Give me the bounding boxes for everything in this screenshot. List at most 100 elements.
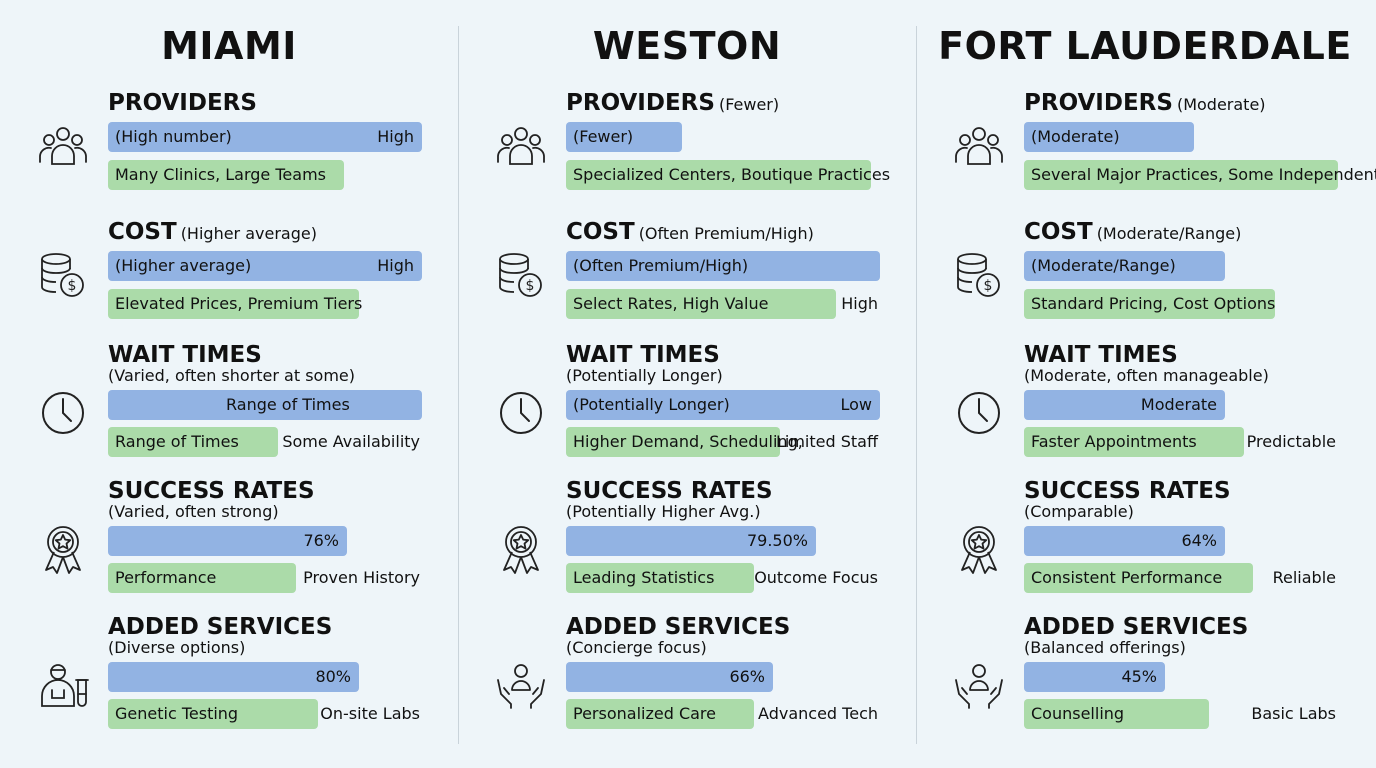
blue-bar-value: Low [840,395,872,414]
section-title: WAIT TIMES [566,342,720,368]
blue-bar-value: High [377,256,414,275]
metric-section: ADDED SERVICES (Diverse options) 80% Geneti… [0,614,458,750]
blue-bar: 80% [108,662,359,692]
section-title-text: ADDED SERVICES [108,614,333,640]
green-bar-label: Leading Statistics [573,568,715,587]
blue-bar-value: 80% [315,667,351,686]
blue-bar: (Potentially Longer) Low [566,390,880,420]
section-title-text: PROVIDERS [108,90,257,116]
blue-bar: (Moderate/Range) [1024,251,1225,281]
outside-label: On-site Labs [320,704,420,723]
section-title: PROVIDERS [108,90,257,116]
clock-icon [36,386,90,440]
section-subtitle: (Varied, often shorter at some) [108,366,356,385]
outside-label: Predictable [1246,432,1336,451]
outside-label: Some Availability [282,432,420,451]
metric-section: PROVIDERS (Moderate) (Moderate) Several Maj… [916,90,1376,226]
blue-bar-value: 76% [303,531,339,550]
section-title-text: WAIT TIMES [108,342,262,368]
section-qualifier: (Moderate/Range) [1096,224,1242,243]
column-divider [458,26,459,744]
section-title-text: COST [1024,219,1093,245]
city-column: MIAMI PROVIDERS (High number) High Many Clin… [0,0,458,768]
green-bar: Standard Pricing, Cost Options [1024,289,1275,319]
blue-bar: (Higher average) High [108,251,422,281]
outside-label: Basic Labs [1251,704,1336,723]
blue-bar-value: 79.50% [746,531,808,550]
green-bar-label: Personalized Care [573,704,716,723]
city-title: FORT LAUDERDALE [938,24,1352,68]
coins-dollar-icon: $ [36,249,90,303]
section-title-text: SUCCESS RATES [108,478,315,504]
green-bar-label: Higher Demand, Scheduling, [573,432,803,451]
section-title-text: PROVIDERS [566,90,715,116]
outside-label: Limited Staff [775,432,878,451]
people-group-icon [36,120,90,174]
blue-bar-label: (Higher average) [115,256,252,275]
section-subtitle: (Balanced offerings) [1024,638,1186,657]
green-bar-label: Counselling [1031,704,1125,723]
green-bar-label: Performance [115,568,217,587]
hands-person-icon [494,658,548,712]
section-title: COST (Often Premium/High) [566,219,814,247]
section-title-text: WAIT TIMES [566,342,720,368]
section-subtitle: (Diverse options) [108,638,246,657]
green-bar: Several Major Practices, Some Independen… [1024,160,1376,190]
green-bar-label: Consistent Performance [1031,568,1223,587]
metric-section: ADDED SERVICES (Balanced offerings) 45% Cou… [916,614,1374,750]
metric-section: PROVIDERS (High number) High Many Clinics, … [0,90,458,226]
green-bar: Counselling [1024,699,1209,729]
people-group-icon [952,120,1006,174]
green-bar: Select Rates, High Value [566,289,836,319]
section-subtitle: (Varied, often strong) [108,502,279,521]
blue-bar: 79.50% [566,526,816,556]
section-title: SUCCESS RATES [108,478,315,504]
metric-section: SUCCESS RATES (Comparable) 64% Consistent P… [916,478,1374,614]
blue-bar-value: 66% [729,667,765,686]
blue-bar-label: (Moderate/Range) [1031,256,1176,275]
green-bar-label: Many Clinics, Large Teams [115,165,326,184]
section-subtitle: (Concierge focus) [566,638,707,657]
section-title: WAIT TIMES [1024,342,1178,368]
green-bar: Faster Appointments [1024,427,1244,457]
section-title: PROVIDERS (Fewer) [566,90,779,118]
section-subtitle: (Comparable) [1024,502,1134,521]
blue-bar-label: (Potentially Longer) [573,395,730,414]
green-bar-label: Range of Times [115,432,239,451]
green-bar: Elevated Prices, Premium Tiers [108,289,363,319]
blue-bar-value: 64% [1181,531,1217,550]
section-title-text: SUCCESS RATES [566,478,773,504]
section-title-text: COST [108,219,177,245]
outside-label: Advanced Tech [758,704,878,723]
blue-bar-center-label: Range of Times [226,395,350,414]
blue-bar-value: High [377,127,414,146]
section-title: ADDED SERVICES [1024,614,1248,640]
section-title-text: ADDED SERVICES [566,614,791,640]
doctor-lab-icon [36,658,90,712]
green-bar-label: Specialized Centers, Boutique Practices [573,165,891,184]
award-ribbon-icon [36,522,90,576]
outside-label: Proven History [303,568,420,587]
metric-section: $ COST (Often Premium/High) (Often Premium/… [458,219,916,355]
green-bar: Range of Times [108,427,278,457]
blue-bar-value: Moderate [1140,395,1217,414]
metric-section: $ COST (Higher average) (Higher average) Hig… [0,219,458,355]
city-title: WESTON [592,24,782,68]
blue-bar: 66% [566,662,773,692]
metric-section: SUCCESS RATES (Varied, often strong) 76% Pe… [0,478,458,614]
blue-bar: 64% [1024,526,1225,556]
green-bar: Consistent Performance [1024,563,1253,593]
blue-bar: Moderate [1024,390,1225,420]
section-qualifier: (Higher average) [180,224,317,243]
blue-bar: (Moderate) [1024,122,1194,152]
green-bar-label: Elevated Prices, Premium Tiers [115,294,363,313]
section-subtitle: (Potentially Longer) [566,366,723,385]
svg-text:$: $ [526,278,535,294]
blue-bar-label: (Moderate) [1031,127,1120,146]
blue-bar: (High number) High [108,122,422,152]
metric-section: $ COST (Moderate/Range) (Moderate/Range) Sta… [916,219,1374,355]
blue-bar-label: (High number) [115,127,232,146]
section-subtitle: (Moderate, often manageable) [1024,366,1269,385]
green-bar: Genetic Testing [108,699,318,729]
blue-bar: (Fewer) [566,122,682,152]
